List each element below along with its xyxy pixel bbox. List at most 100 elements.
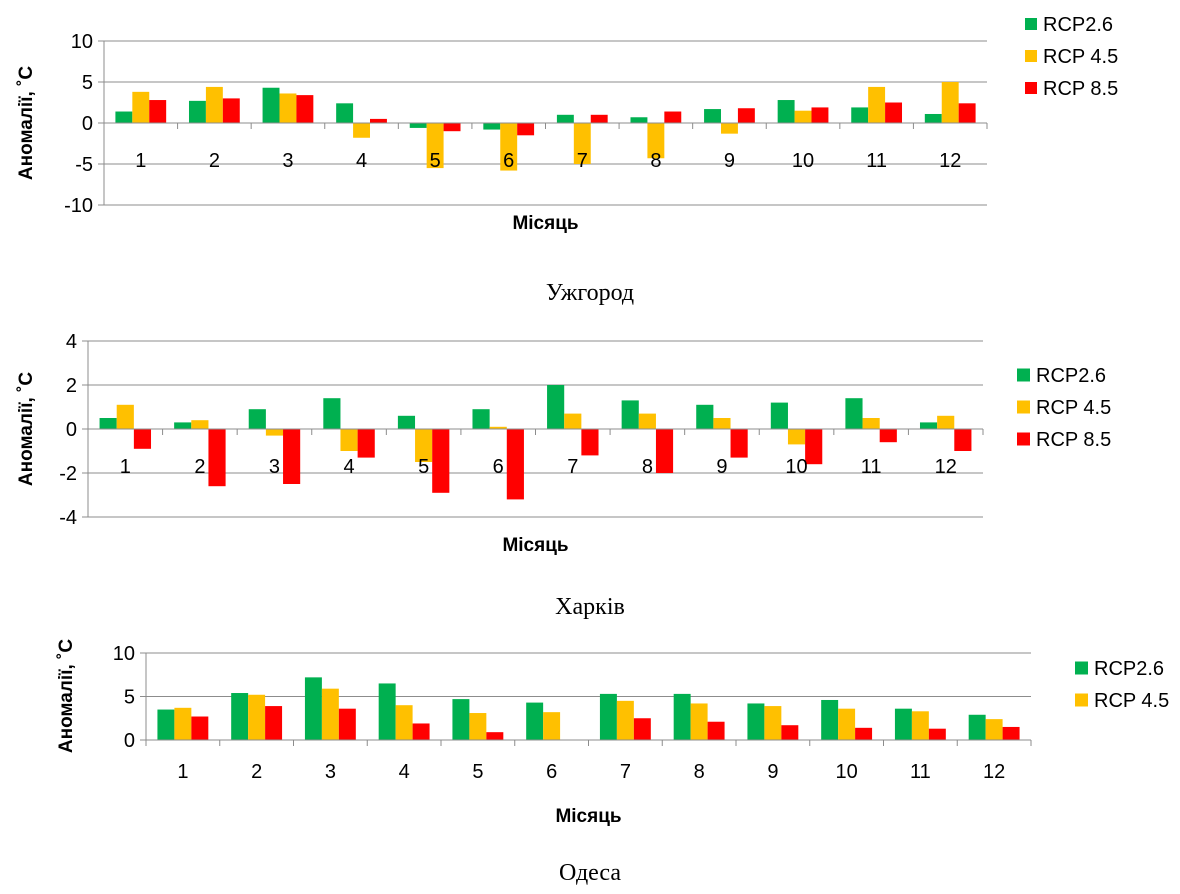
x-axis-title: Місяць <box>502 535 568 556</box>
x-tick-label: 11 <box>866 150 887 172</box>
bar <box>919 422 938 429</box>
bar <box>704 109 721 123</box>
bar <box>353 123 370 138</box>
bar <box>409 123 427 128</box>
bar <box>378 683 396 740</box>
bar <box>879 429 897 443</box>
bar <box>174 707 192 740</box>
bar <box>885 102 903 123</box>
bar <box>838 708 856 740</box>
bar <box>296 95 314 123</box>
y-tick-label: 0 <box>124 730 135 752</box>
bar <box>968 714 986 740</box>
bar <box>426 123 444 169</box>
bar <box>489 426 507 429</box>
bar <box>616 700 634 740</box>
x-tick-label: 10 <box>792 150 814 172</box>
bar <box>777 100 795 123</box>
legend-swatch <box>1075 693 1088 707</box>
bar <box>472 409 490 429</box>
y-tick-label: 0 <box>66 419 77 441</box>
bar <box>323 398 341 429</box>
bar <box>205 86 223 123</box>
y-tick-label: -5 <box>75 154 93 176</box>
bar <box>630 117 648 123</box>
bar <box>862 418 880 429</box>
x-tick-label: 5 <box>472 761 483 783</box>
bar <box>116 404 134 429</box>
bar <box>262 87 280 123</box>
x-tick-label: 6 <box>493 456 504 478</box>
y-tick-label: -10 <box>64 195 93 217</box>
bar <box>868 86 886 123</box>
bar <box>415 429 433 462</box>
y-axis-title: Аномалії, ˚С <box>56 639 77 754</box>
legend-swatch <box>1017 368 1030 382</box>
x-tick-label: 9 <box>716 456 727 478</box>
bar <box>730 429 748 458</box>
bar <box>248 694 266 740</box>
bar <box>985 719 1003 740</box>
bar <box>794 110 812 123</box>
bar <box>265 429 284 436</box>
bar <box>517 123 535 136</box>
bar <box>397 415 416 429</box>
bar <box>469 713 487 740</box>
legend-label: RCP 8.5 <box>1036 429 1111 451</box>
bar <box>647 123 665 159</box>
legend-label: RCP 4.5 <box>1043 46 1118 68</box>
bar <box>188 100 206 123</box>
bar <box>149 100 167 123</box>
chart-title: Харків <box>555 594 625 620</box>
bar <box>707 721 725 740</box>
x-tick-label: 3 <box>269 456 280 478</box>
bar <box>696 404 714 429</box>
y-tick-label: 4 <box>66 331 77 353</box>
legend-label: RCP2.6 <box>1043 14 1113 36</box>
bar <box>581 429 599 456</box>
bar <box>911 711 929 740</box>
legend-swatch <box>1025 18 1037 30</box>
bar <box>638 413 656 429</box>
chart-title: Одеса <box>559 860 621 886</box>
bar <box>1002 726 1020 740</box>
x-tick-label: 2 <box>194 456 205 478</box>
bar <box>526 702 544 740</box>
x-tick-label: 6 <box>503 150 514 172</box>
bar <box>937 415 955 429</box>
bar <box>208 429 226 487</box>
x-tick-label: 8 <box>642 456 653 478</box>
bar <box>954 429 972 451</box>
bar <box>811 107 829 123</box>
bar <box>633 718 651 740</box>
x-tick-label: 10 <box>836 761 858 783</box>
legend-label: RCP2.6 <box>1094 658 1164 680</box>
x-tick-label: 1 <box>177 761 188 783</box>
x-tick-label: 7 <box>620 761 631 783</box>
x-tick-label: 4 <box>356 150 367 172</box>
x-tick-label: 8 <box>650 150 661 172</box>
x-tick-label: 11 <box>910 761 931 783</box>
bar <box>452 699 470 740</box>
bar <box>191 716 209 740</box>
x-tick-label: 5 <box>430 150 441 172</box>
y-tick-label: 10 <box>71 31 93 53</box>
x-axis-title: Місяць <box>512 213 578 234</box>
bar <box>304 677 322 740</box>
bar <box>336 103 354 123</box>
x-tick-label: 7 <box>577 150 588 172</box>
bar <box>132 91 150 123</box>
bar <box>721 123 738 134</box>
x-tick-label: 3 <box>282 150 293 172</box>
bar <box>599 693 617 740</box>
bar <box>747 703 765 740</box>
bar <box>851 107 869 123</box>
bar <box>556 114 574 123</box>
bar <box>174 422 192 429</box>
legend-swatch <box>1025 50 1037 62</box>
x-tick-label: 9 <box>767 761 778 783</box>
bar <box>500 123 518 171</box>
x-tick-label: 3 <box>325 761 336 783</box>
